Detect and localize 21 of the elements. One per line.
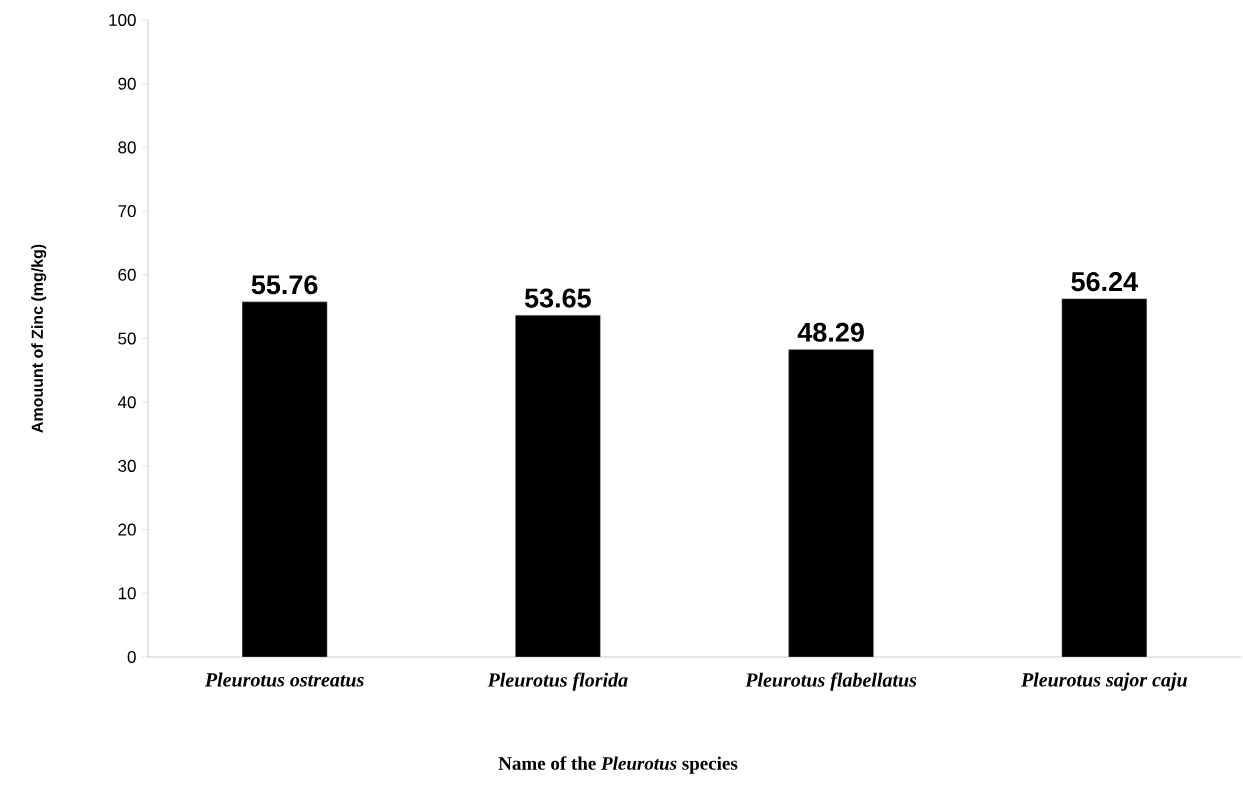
- y-tick-label: 20: [118, 523, 136, 536]
- x-tick-label: Pleurotus ostreatus: [204, 672, 364, 687]
- y-tick-label: 30: [118, 459, 136, 472]
- data-label: 48.29: [797, 322, 864, 342]
- data-label: 56.24: [1071, 272, 1138, 292]
- x-tick-label: Pleurotus sajor caju: [1020, 672, 1188, 691]
- y-tick-label: 80: [118, 141, 136, 154]
- y-tick-label: 10: [118, 587, 136, 600]
- x-axis-title: Name of the Pleurotus species: [498, 756, 738, 774]
- y-tick-label: 100: [109, 13, 136, 27]
- y-tick-label: 70: [118, 205, 136, 218]
- y-tick-label: 40: [117, 396, 136, 409]
- y-axis-title: Amouunt of Zinc (mg/kg): [31, 244, 47, 433]
- y-tick-label: 50: [118, 332, 136, 345]
- y-tick-label: 60: [118, 268, 136, 281]
- data-label: 55.76: [251, 275, 318, 295]
- data-label: 53.65: [524, 288, 591, 308]
- x-tick-label: Pleurotus flabellatus: [745, 672, 917, 691]
- y-tick-label: 90: [118, 77, 136, 90]
- x-tick-label: Pleurotus florida: [487, 672, 628, 691]
- y-tick-label: 0: [127, 650, 136, 664]
